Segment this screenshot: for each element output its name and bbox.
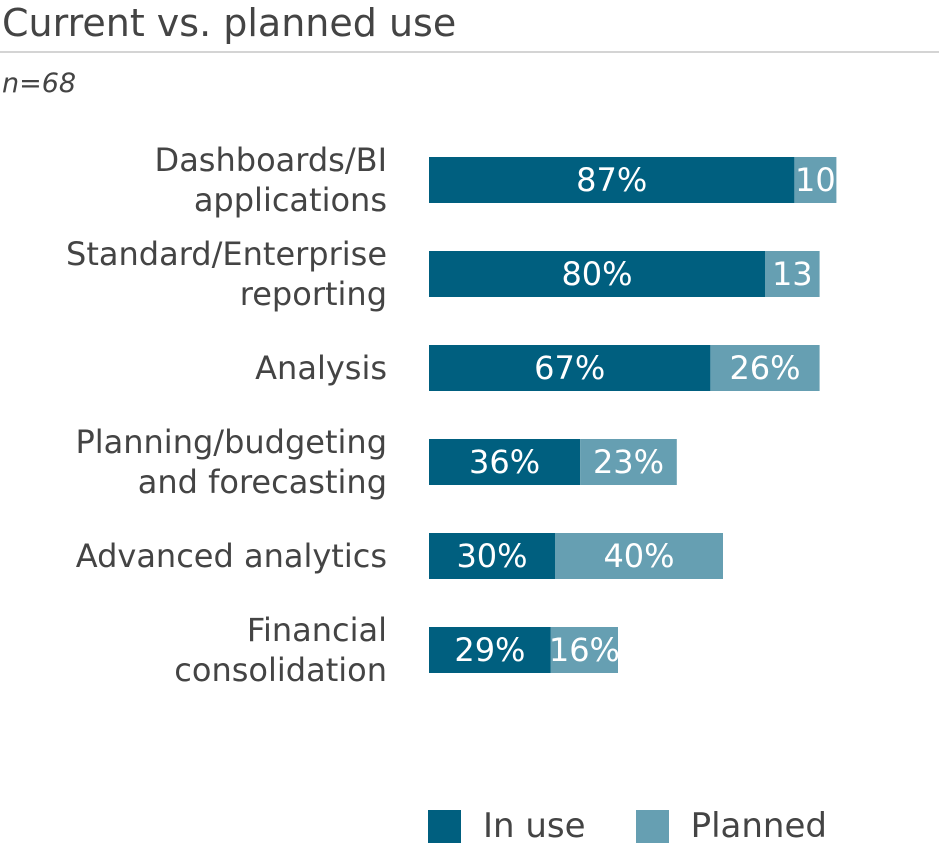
bar-in-use xyxy=(429,251,765,297)
category-label: Financial xyxy=(247,611,387,649)
chart-title: Current vs. planned use xyxy=(2,1,457,45)
data-label: 80% xyxy=(561,255,632,293)
data-label: 87% xyxy=(576,161,647,199)
category-label: applications xyxy=(194,181,387,219)
data-label: 29% xyxy=(454,631,525,669)
bar-planned xyxy=(710,345,820,391)
category-label: Planning/budgeting xyxy=(75,423,387,461)
legend-item-planned: Planned xyxy=(635,806,827,846)
legend-item-in-use: In use xyxy=(428,806,586,846)
legend-swatch-planned xyxy=(635,809,669,843)
legend-label-in-use: In use xyxy=(483,806,586,846)
category-label: Dashboards/BI xyxy=(155,141,387,179)
data-label: 16% xyxy=(549,631,620,669)
data-label: 26% xyxy=(729,349,800,387)
category-label: and forecasting xyxy=(138,463,387,501)
data-label: 30% xyxy=(456,537,527,575)
title-divider xyxy=(0,51,939,53)
data-label: 67% xyxy=(534,349,605,387)
bar-in-use xyxy=(429,627,551,673)
bar-in-use xyxy=(429,439,581,485)
bar-in-use xyxy=(429,157,795,203)
legend: In use Planned xyxy=(428,806,877,846)
chart-subtitle: n=68 xyxy=(2,68,77,99)
bar-in-use xyxy=(429,345,711,391)
bar-planned xyxy=(550,627,618,673)
category-label: Standard/Enterprise xyxy=(66,235,387,273)
category-label: reporting xyxy=(240,275,387,313)
data-label: 13 xyxy=(772,255,813,293)
category-label: Advanced analytics xyxy=(76,537,387,575)
bar-planned xyxy=(555,533,723,579)
bar-planned xyxy=(794,157,837,203)
data-label: 23% xyxy=(593,443,664,481)
category-label: consolidation xyxy=(174,651,387,689)
category-label: Analysis xyxy=(255,349,387,387)
legend-swatch-in-use xyxy=(428,809,461,843)
data-label: 40% xyxy=(603,537,674,575)
bar-in-use xyxy=(429,533,555,579)
bar-planned xyxy=(580,439,677,485)
data-label: 36% xyxy=(469,443,540,481)
bar-planned xyxy=(765,251,820,297)
legend-label-planned: Planned xyxy=(690,806,827,846)
data-label: 10 xyxy=(795,161,836,199)
